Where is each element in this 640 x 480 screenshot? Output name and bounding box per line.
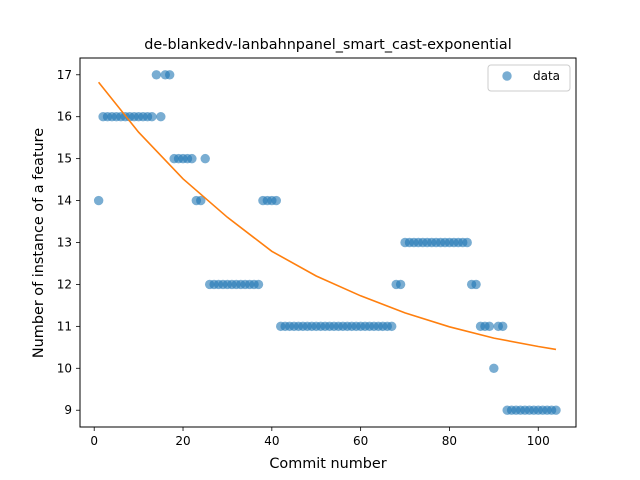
data-point <box>156 112 166 122</box>
y-tick-label: 15 <box>57 152 72 166</box>
axes-frame <box>79 57 577 428</box>
y-tick-label: 9 <box>64 403 72 417</box>
data-point <box>489 363 499 373</box>
plot-area <box>93 70 561 415</box>
x-tick-label: 20 <box>175 434 190 448</box>
x-axis: 0 20 40 60 80 100 <box>90 427 550 448</box>
data-point <box>147 112 157 122</box>
y-tick-label: 10 <box>57 361 72 375</box>
x-tick-label: 80 <box>442 434 457 448</box>
x-tick-label: 0 <box>90 434 98 448</box>
data-point <box>200 153 210 164</box>
x-tick-label: 40 <box>264 434 279 448</box>
data-point <box>196 195 206 206</box>
y-tick-label: 16 <box>57 110 72 124</box>
legend: data <box>487 64 571 92</box>
data-point <box>151 70 162 80</box>
y-tick-label: 12 <box>57 277 72 291</box>
x-tick-label: 100 <box>527 434 550 448</box>
data-point <box>471 279 481 290</box>
data-point <box>387 321 397 332</box>
y-tick-label: 17 <box>57 68 72 82</box>
chart-title: de-blankedv-lanbahnpanel_smart_cast-expo… <box>144 37 511 53</box>
legend-marker-data <box>502 71 512 81</box>
data-point <box>187 153 197 164</box>
data-point <box>484 321 495 332</box>
data-point <box>271 195 281 206</box>
data-point <box>93 195 104 206</box>
fit-line <box>97 81 557 351</box>
data-point <box>253 279 264 290</box>
legend-label-data: data <box>533 69 560 83</box>
y-tick-label: 14 <box>57 194 72 208</box>
x-axis-label: Commit number <box>269 456 386 472</box>
x-tick-label: 60 <box>353 434 368 448</box>
y-axis-label: Number of instance of a feature <box>31 128 47 358</box>
y-tick-label: 13 <box>57 236 72 250</box>
legend-box <box>487 64 571 92</box>
data-point <box>498 321 508 332</box>
y-tick-label: 11 <box>57 319 72 333</box>
data-point <box>164 70 175 80</box>
data-point <box>395 279 406 290</box>
y-axis: 9 10 11 12 13 14 15 16 17 <box>57 68 80 417</box>
data-point <box>551 405 561 415</box>
data-point <box>462 237 472 248</box>
